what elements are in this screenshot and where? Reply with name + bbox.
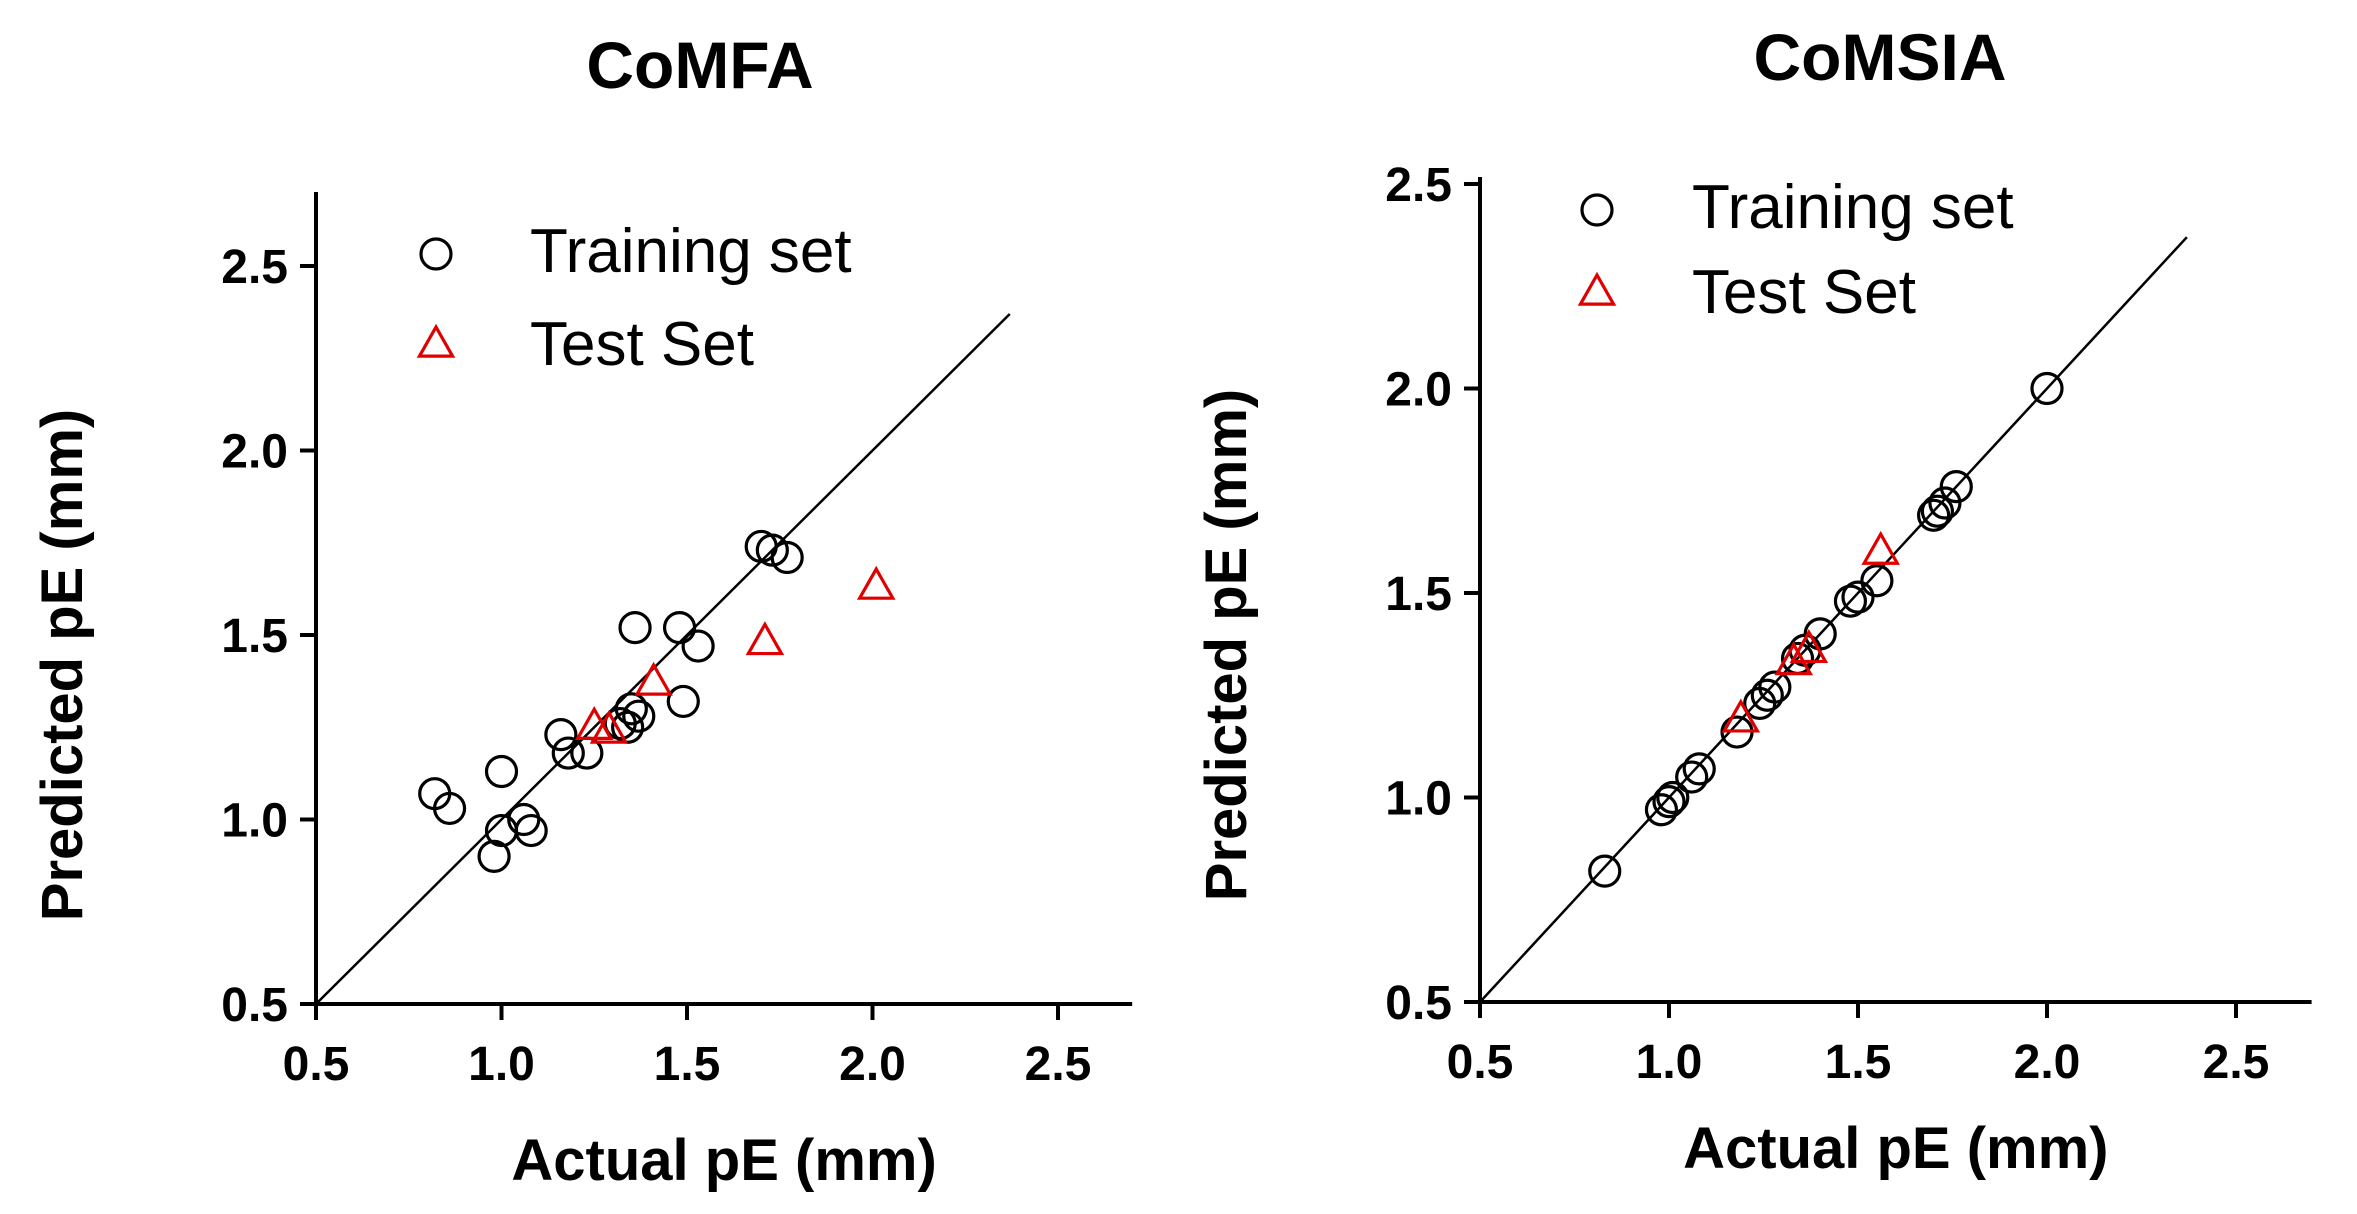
test-point [1789,629,1829,664]
training-point [2030,371,2064,406]
training-point [1841,580,1875,614]
x-tick-label: 1.0 [468,1038,535,1091]
training-point [1656,780,1690,815]
test-point [745,621,785,656]
test-point [589,709,629,744]
x-axis-label: Actual pE (mm) [511,1128,936,1193]
x-axis-label: Actual pE (mm) [1683,1116,2108,1181]
training-point [507,802,541,837]
training-point [1916,498,1951,532]
x-tick-label: 2.0 [839,1038,906,1091]
training-point [770,540,804,575]
y-axis-label: Predicted pE (mm) [30,409,95,921]
x-tick-label: 0.5 [283,1038,350,1091]
training-point [666,684,700,719]
test-point [1774,641,1814,676]
legend-test-label: Test Set [530,310,754,379]
y-tick-label: 1.0 [1385,773,1452,826]
training-point [432,791,467,826]
y-tick-label: 0.5 [221,979,288,1032]
y-tick-label: 1.5 [1385,568,1452,621]
legend-test-label: Test Set [1692,258,1916,327]
x-tick-label: 2.5 [1025,1038,1092,1091]
legend-training-label: Training set [530,217,852,286]
test-point [1861,530,1900,565]
training-point [681,629,715,663]
legend-training-label: Training set [1692,173,2014,242]
training-point [551,736,585,770]
training-point [614,692,648,726]
y-axis-label: Predicted pE (mm) [1194,389,1259,901]
identity-line [1479,236,2188,1003]
test-point [1721,698,1761,733]
legend-training-marker [419,237,453,271]
y-tick-label: 1.0 [221,795,288,848]
training-point [1682,752,1716,786]
training-point [622,699,656,733]
x-tick-label: 1.5 [1825,1036,1892,1089]
y-tick-label: 0.5 [1385,977,1452,1030]
chart-title: CoMFA [586,28,813,102]
training-point [1675,760,1709,794]
training-point [755,533,789,567]
training-point [1920,494,1954,528]
training-point [1860,564,1894,598]
test-point [634,661,673,696]
x-tick-label: 1.0 [1636,1036,1703,1089]
x-tick-label: 0.5 [1447,1036,1514,1089]
training-point [1758,670,1792,704]
training-point [1644,793,1679,827]
training-point [662,611,697,645]
y-tick-label: 2.5 [1385,159,1452,212]
legend-test-marker [1577,271,1617,306]
training-point [477,839,511,874]
training-point [1652,784,1686,819]
training-point [618,611,652,645]
x-tick-label: 1.5 [654,1038,721,1091]
training-point [1588,854,1622,888]
training-point [484,754,519,789]
y-tick-label: 2.5 [221,241,288,294]
chart-panel-comfa: CoMFA 0.5 1.0 1.5 2.0 2.5 0.5 1.0 1.5 2.0 2.5 Actua… [30,28,1133,1193]
x-tick-label: 2.5 [2203,1036,2270,1089]
training-point [611,710,645,744]
training-set-series [418,529,804,874]
training-point [1939,470,1973,504]
training-point [1803,617,1837,651]
y-tick-label: 2.0 [1385,364,1452,417]
legend-training-marker [1580,193,1614,227]
training-point [544,718,578,752]
legend-test-marker [416,323,456,358]
identity-line [315,313,1011,1005]
x-tick-label: 2.0 [2014,1036,2081,1089]
legend: Training set Test Set [416,217,852,379]
test-point [856,565,896,600]
legend: Training set Test Set [1577,173,2014,327]
chart-title: CoMSIA [1754,20,2007,94]
training-point [514,813,548,848]
training-point [1750,678,1784,712]
training-point [1928,486,1962,520]
test-set-series [574,565,896,744]
training-point [1833,584,1868,618]
test-set-series [1721,530,1900,733]
y-tick-label: 1.5 [221,610,288,663]
y-tick-label: 2.0 [221,426,288,479]
chart-panel-comsia: CoMSIA 0.5 1.0 1.5 2.0 2.5 0.5 1.0 1.5 2.0 2.5 Actu… [1194,20,2312,1181]
